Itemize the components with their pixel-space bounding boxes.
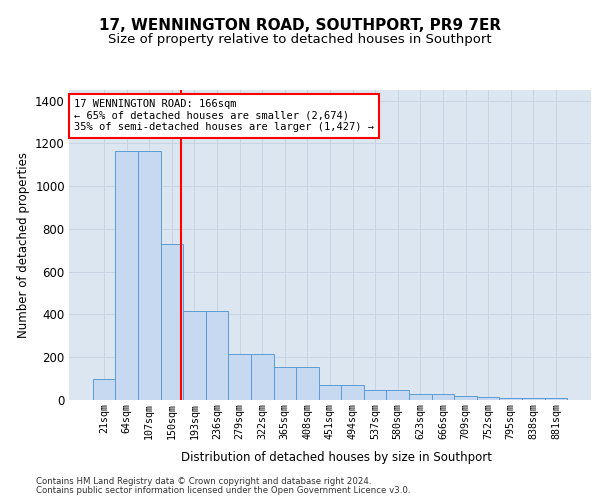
Text: Contains HM Land Registry data © Crown copyright and database right 2024.: Contains HM Land Registry data © Crown c… [36, 477, 371, 486]
Bar [229, 354, 251, 400]
Bar [477, 397, 499, 400]
Bar [206, 312, 229, 400]
Bar [161, 244, 183, 400]
Bar [499, 398, 522, 400]
Bar [545, 398, 567, 400]
Bar [454, 396, 477, 400]
Bar [93, 378, 115, 400]
Bar [386, 390, 409, 400]
Bar [296, 367, 319, 400]
Y-axis label: Number of detached properties: Number of detached properties [17, 152, 29, 338]
Bar [319, 385, 341, 400]
Bar [341, 385, 364, 400]
Bar [251, 354, 274, 400]
Text: Size of property relative to detached houses in Southport: Size of property relative to detached ho… [108, 32, 492, 46]
Bar [522, 398, 545, 400]
Text: 17, WENNINGTON ROAD, SOUTHPORT, PR9 7ER: 17, WENNINGTON ROAD, SOUTHPORT, PR9 7ER [99, 18, 501, 32]
Text: 17 WENNINGTON ROAD: 166sqm
← 65% of detached houses are smaller (2,674)
35% of s: 17 WENNINGTON ROAD: 166sqm ← 65% of deta… [74, 100, 374, 132]
Bar [115, 151, 138, 400]
Bar [138, 151, 161, 400]
Bar [274, 367, 296, 400]
Text: Contains public sector information licensed under the Open Government Licence v3: Contains public sector information licen… [36, 486, 410, 495]
Text: Distribution of detached houses by size in Southport: Distribution of detached houses by size … [181, 451, 491, 464]
Bar [409, 394, 431, 400]
Bar [183, 312, 206, 400]
Bar [364, 390, 386, 400]
Bar [431, 394, 454, 400]
